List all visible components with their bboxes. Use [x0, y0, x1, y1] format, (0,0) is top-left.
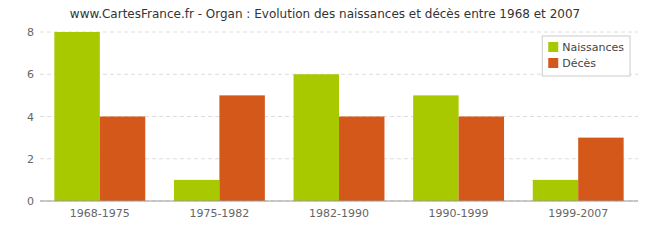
grid-line — [40, 201, 638, 202]
y-tick-label: 0 — [27, 195, 34, 208]
x-tick-label: 1968-1975 — [70, 207, 130, 220]
x-tick-label: 1999-2007 — [548, 207, 608, 220]
bar — [578, 138, 623, 201]
x-tick-label: 1982-1990 — [309, 207, 369, 220]
chart-container: www.CartesFrance.fr - Organ : Evolution … — [0, 0, 650, 229]
x-tick-label: 1975-1982 — [189, 207, 249, 220]
bar — [413, 95, 458, 201]
legend-box — [542, 36, 630, 76]
y-tick-label: 4 — [27, 111, 34, 124]
legend-label: Décès — [562, 57, 596, 70]
y-tick-label: 6 — [27, 68, 34, 81]
title: www.CartesFrance.fr - Organ : Evolution … — [70, 7, 580, 21]
y-tick-label: 2 — [27, 153, 34, 166]
bar — [219, 95, 264, 201]
legend-swatch — [548, 58, 558, 68]
legend-label: Naissances — [562, 41, 624, 54]
bar — [533, 180, 578, 201]
bar — [339, 117, 384, 202]
bar — [100, 117, 145, 202]
bar — [174, 180, 219, 201]
chart-svg: www.CartesFrance.fr - Organ : Evolution … — [0, 0, 650, 229]
x-axis-line — [40, 201, 638, 202]
x-tick-label: 1990-1999 — [429, 207, 489, 220]
bar — [54, 32, 99, 201]
grid — [40, 32, 638, 201]
bar — [459, 117, 504, 202]
grid-line — [40, 32, 638, 33]
bars — [54, 32, 623, 201]
legend-swatch — [548, 42, 558, 52]
legend: Naissances Décès — [542, 36, 630, 76]
y-tick-label: 8 — [27, 26, 34, 39]
bar — [294, 74, 339, 201]
